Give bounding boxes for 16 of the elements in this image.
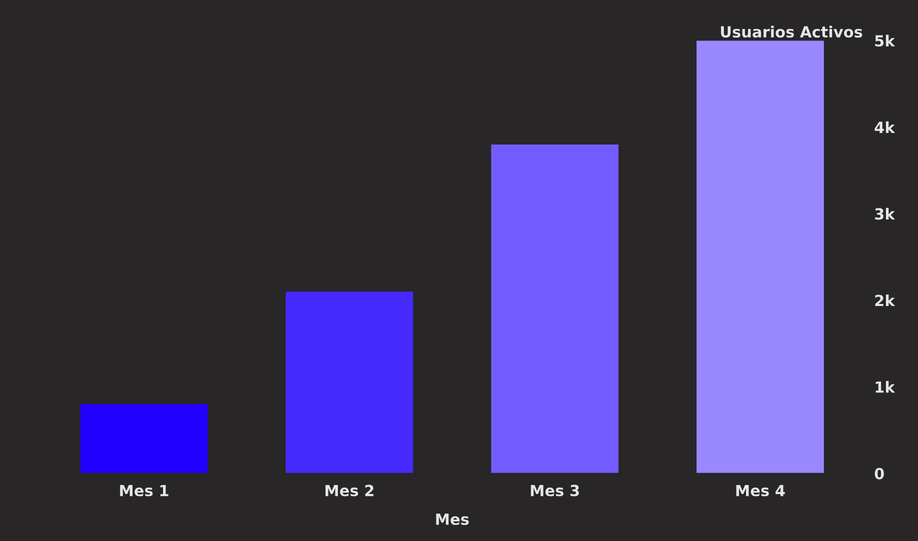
x-tick-label: Mes 4 [736, 484, 785, 496]
x-axis-title: Mes [436, 514, 469, 525]
bar [696, 40, 824, 474]
bar [491, 144, 618, 474]
y-axis-title: Usuarios Activos [720, 26, 862, 38]
x-tick-label: Mes 2 [326, 484, 374, 496]
y-tick-label: 4k [874, 121, 896, 133]
y-tick-label: 3k [875, 208, 896, 220]
bar [80, 404, 208, 474]
y-tick-label: 2k [875, 294, 896, 306]
x-tick-label: Mes 3 [530, 484, 579, 496]
y-tick-label: 0 [874, 468, 884, 480]
y-tick-label: 1k [876, 381, 896, 393]
bar [286, 292, 414, 474]
x-tick-label: Mes 1 [120, 484, 168, 496]
y-tick-label: 5k [875, 34, 896, 47]
